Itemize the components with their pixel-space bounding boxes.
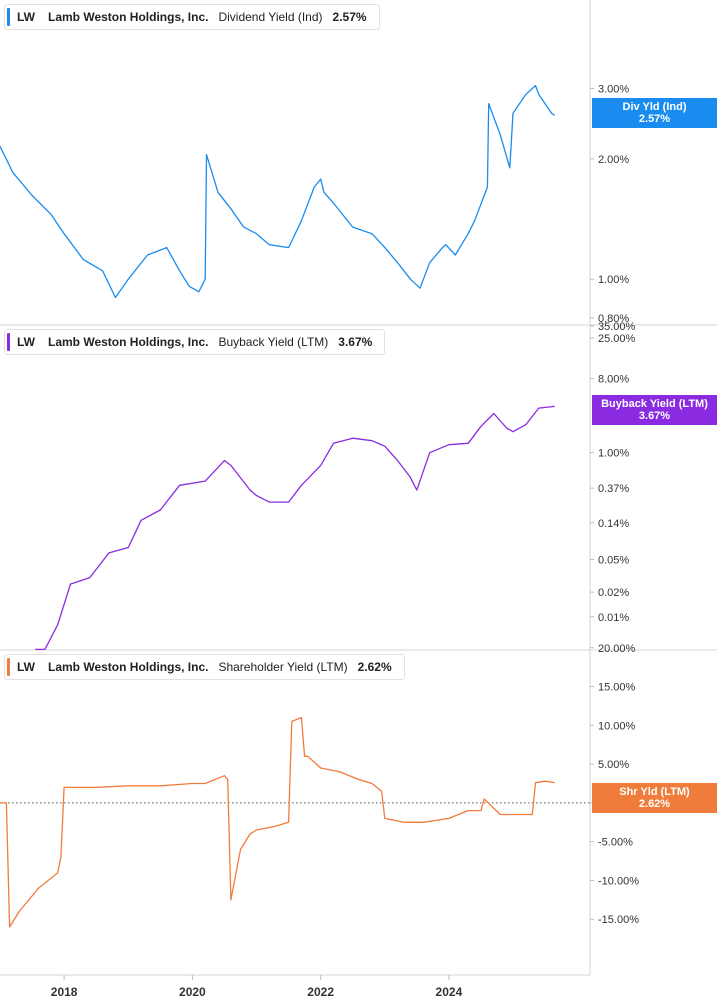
y-tick-label: 0.05% xyxy=(598,554,629,566)
y-tick-label: 0.02% xyxy=(598,587,629,599)
legend-ticker: LW xyxy=(17,660,35,674)
y-tick-label: 0.01% xyxy=(598,612,629,624)
y-tick-label: 0.14% xyxy=(598,518,629,530)
series-line xyxy=(35,405,555,651)
y-tick-label: 1.00% xyxy=(598,448,629,460)
tag-label: Buyback Yield (LTM) xyxy=(601,398,708,410)
x-tick-label: 2022 xyxy=(307,985,334,999)
tag-value: 2.62% xyxy=(638,798,671,810)
y-tick-label: 2.00% xyxy=(598,154,629,166)
y-tick-label: 25.00% xyxy=(598,333,636,345)
y-tick-label: 1.00% xyxy=(598,274,629,286)
tag-label: Div Yld (Ind) xyxy=(622,101,687,113)
y-tick-label: 20.00% xyxy=(598,643,636,655)
legend-shareholder-yield: LW Lamb Weston Holdings, Inc. Shareholde… xyxy=(4,654,405,680)
current-value-tag-dividend: Div Yld (Ind) 2.57% xyxy=(592,98,717,128)
tag-value: 3.67% xyxy=(638,410,671,422)
legend-company: Lamb Weston Holdings, Inc. xyxy=(48,660,209,674)
legend-metric: Buyback Yield (LTM) xyxy=(218,335,329,349)
tag-value: 2.57% xyxy=(638,113,671,125)
legend-value: 3.67% xyxy=(338,335,373,349)
tag-label: Shr Yld (LTM) xyxy=(619,786,690,798)
legend-metric: Dividend Yield (Ind) xyxy=(218,10,323,24)
legend-value: 2.57% xyxy=(332,10,367,24)
legend-swatch xyxy=(7,8,10,26)
current-value-tag-buyback: Buyback Yield (LTM) 3.67% xyxy=(592,395,717,425)
y-tick-label: 8.00% xyxy=(598,374,629,386)
y-tick-label: 3.00% xyxy=(598,83,629,95)
y-tick-label: 15.00% xyxy=(598,682,636,694)
y-tick-label: 0.37% xyxy=(598,483,629,495)
legend-metric: Shareholder Yield (LTM) xyxy=(218,660,348,674)
y-tick-label: 10.00% xyxy=(598,720,636,732)
y-tick-label: -10.00% xyxy=(598,875,639,887)
current-value-tag-shareholder: Shr Yld (LTM) 2.62% xyxy=(592,783,717,813)
legend-ticker: LW xyxy=(17,335,35,349)
series-line xyxy=(0,84,556,299)
x-tick-label: 2020 xyxy=(179,985,206,999)
x-tick-label: 2018 xyxy=(51,985,78,999)
legend-company: Lamb Weston Holdings, Inc. xyxy=(48,335,209,349)
y-tick-label: 0.80% xyxy=(598,313,629,325)
legend-swatch xyxy=(7,658,10,676)
y-tick-label: -5.00% xyxy=(598,837,633,849)
y-tick-label: 35.00% xyxy=(598,321,636,333)
legend-ticker: LW xyxy=(17,10,35,24)
series-line xyxy=(0,716,555,928)
legend-swatch xyxy=(7,333,10,351)
legend-dividend-yield: LW Lamb Weston Holdings, Inc. Dividend Y… xyxy=(4,4,380,30)
legend-company: Lamb Weston Holdings, Inc. xyxy=(48,10,209,24)
legend-value: 2.62% xyxy=(357,660,392,674)
legend-buyback-yield: LW Lamb Weston Holdings, Inc. Buyback Yi… xyxy=(4,329,386,355)
y-tick-label: -15.00% xyxy=(598,914,639,926)
y-tick-label: 5.00% xyxy=(598,759,629,771)
x-tick-label: 2024 xyxy=(436,985,463,999)
